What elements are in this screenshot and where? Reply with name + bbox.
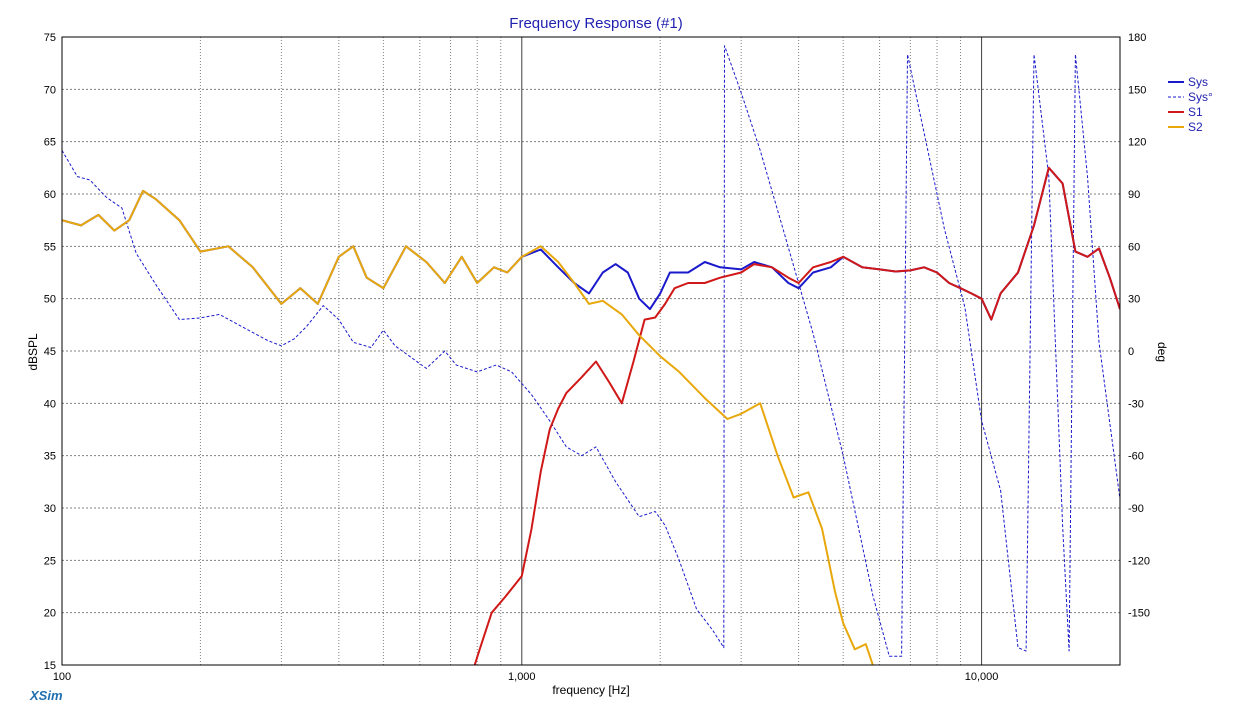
y-tick-label: 50: [44, 294, 56, 306]
x-tick-label: 10,000: [965, 671, 999, 683]
y2-tick-label: -150: [1128, 608, 1150, 620]
y2-tick-label: -30: [1128, 398, 1144, 410]
y2-axis-label: deg: [1155, 342, 1169, 362]
series-line-3: [473, 166, 1120, 665]
x-axis-label: frequency [Hz]: [552, 683, 629, 697]
y-tick-label: 35: [44, 451, 56, 463]
y2-tick-label: 90: [1128, 189, 1140, 201]
chart-title: Frequency Response (#1): [509, 15, 682, 32]
y-tick-label: 25: [44, 555, 56, 567]
series-line-4: [62, 189, 874, 665]
y2-tick-label: 60: [1128, 241, 1140, 253]
y2-tick-label: 30: [1128, 294, 1140, 306]
y2-tick-label: 120: [1128, 137, 1146, 149]
x-tick-label: 1,000: [508, 671, 536, 683]
series-line-2: [62, 45, 1120, 657]
y2-tick-label: -120: [1128, 555, 1150, 567]
y-tick-label: 60: [44, 189, 56, 201]
tick-label-layer: 15 20 25 30 35 40 45 50 55 60 65 70 75 -150 -120 -90 -60…: [44, 32, 1150, 683]
legend-label: Sys°: [1188, 90, 1213, 104]
y-tick-label: 20: [44, 608, 56, 620]
legend-label: S2: [1188, 120, 1203, 134]
grid-layer: [62, 37, 1120, 665]
y2-tick-label: 150: [1128, 84, 1146, 96]
y-tick-label: 45: [44, 346, 56, 358]
y-tick-label: 30: [44, 503, 56, 515]
xsim-brand: XSim: [29, 688, 63, 703]
y-tick-label: 40: [44, 398, 56, 410]
y2-tick-label: 0: [1128, 346, 1134, 358]
y-axis-label: dBSPL: [26, 333, 40, 371]
y-tick-label: 65: [44, 137, 56, 149]
y2-tick-label: -60: [1128, 451, 1144, 463]
y2-tick-label: 180: [1128, 32, 1146, 44]
y-tick-label: 15: [44, 660, 56, 672]
plot-frame: [61, 36, 1121, 666]
legend-label: Sys: [1188, 75, 1208, 89]
y2-tick-label: -90: [1128, 503, 1144, 515]
x-tick-label: 100: [53, 671, 71, 683]
legend-label: S1: [1188, 105, 1203, 119]
y-tick-label: 55: [44, 241, 56, 253]
series-layer: [62, 45, 1120, 665]
y-tick-label: 70: [44, 84, 56, 96]
y-tick-label: 75: [44, 32, 56, 44]
